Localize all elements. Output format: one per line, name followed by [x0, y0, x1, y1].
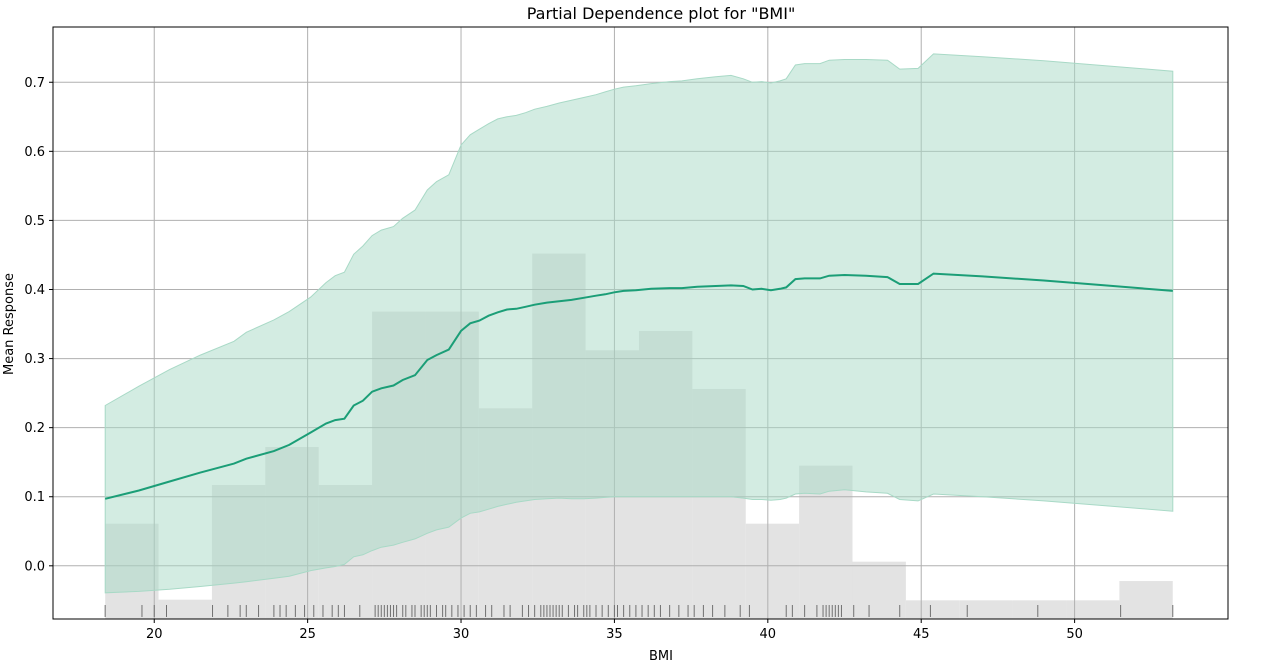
rug-marks — [104, 605, 1174, 617]
y-axis-label: Mean Response — [2, 273, 17, 375]
y-tick-label: 0.3 — [24, 352, 45, 367]
histogram-bar — [959, 600, 1013, 619]
histogram-bar — [745, 523, 800, 619]
y-tick-label: 0.1 — [24, 490, 45, 505]
x-tick-label: 50 — [1066, 627, 1083, 642]
plot-frame — [52, 26, 1229, 620]
histogram-bar — [1012, 600, 1067, 619]
x-tick-label: 45 — [913, 627, 930, 642]
x-tick-label: 20 — [146, 627, 163, 642]
y-tick-label: 0.7 — [24, 76, 45, 91]
histogram-bar — [905, 600, 960, 619]
mean-response-series — [104, 272, 1173, 500]
histogram-bar — [1119, 581, 1173, 619]
y-tick-label: 0.6 — [24, 145, 45, 160]
chart-title: Partial Dependence plot for "BMI" — [527, 4, 796, 23]
y-tick-label: 0.2 — [24, 421, 45, 436]
y-axis-ticks: 0.0 0.1 0.2 0.3 0.4 0.5 0.6 0.7 — [24, 76, 53, 574]
confidence-band-area — [104, 53, 1174, 594]
y-tick-label: 0.0 — [24, 559, 45, 574]
y-tick-label: 0.4 — [24, 283, 45, 298]
x-tick-label: 35 — [606, 627, 623, 642]
histogram-bar — [1066, 600, 1120, 619]
x-tick-label: 25 — [299, 627, 316, 642]
mean-response-line — [104, 272, 1173, 500]
y-tick-label: 0.5 — [24, 214, 45, 229]
histogram-bar — [158, 599, 212, 619]
histogram-bar — [852, 561, 906, 619]
x-tick-label: 30 — [453, 627, 470, 642]
confidence-band — [104, 53, 1174, 594]
x-axis-ticks: 20 25 30 35 40 45 50 — [146, 619, 1083, 642]
x-tick-label: 40 — [760, 627, 777, 642]
x-axis-label: BMI — [649, 649, 673, 662]
